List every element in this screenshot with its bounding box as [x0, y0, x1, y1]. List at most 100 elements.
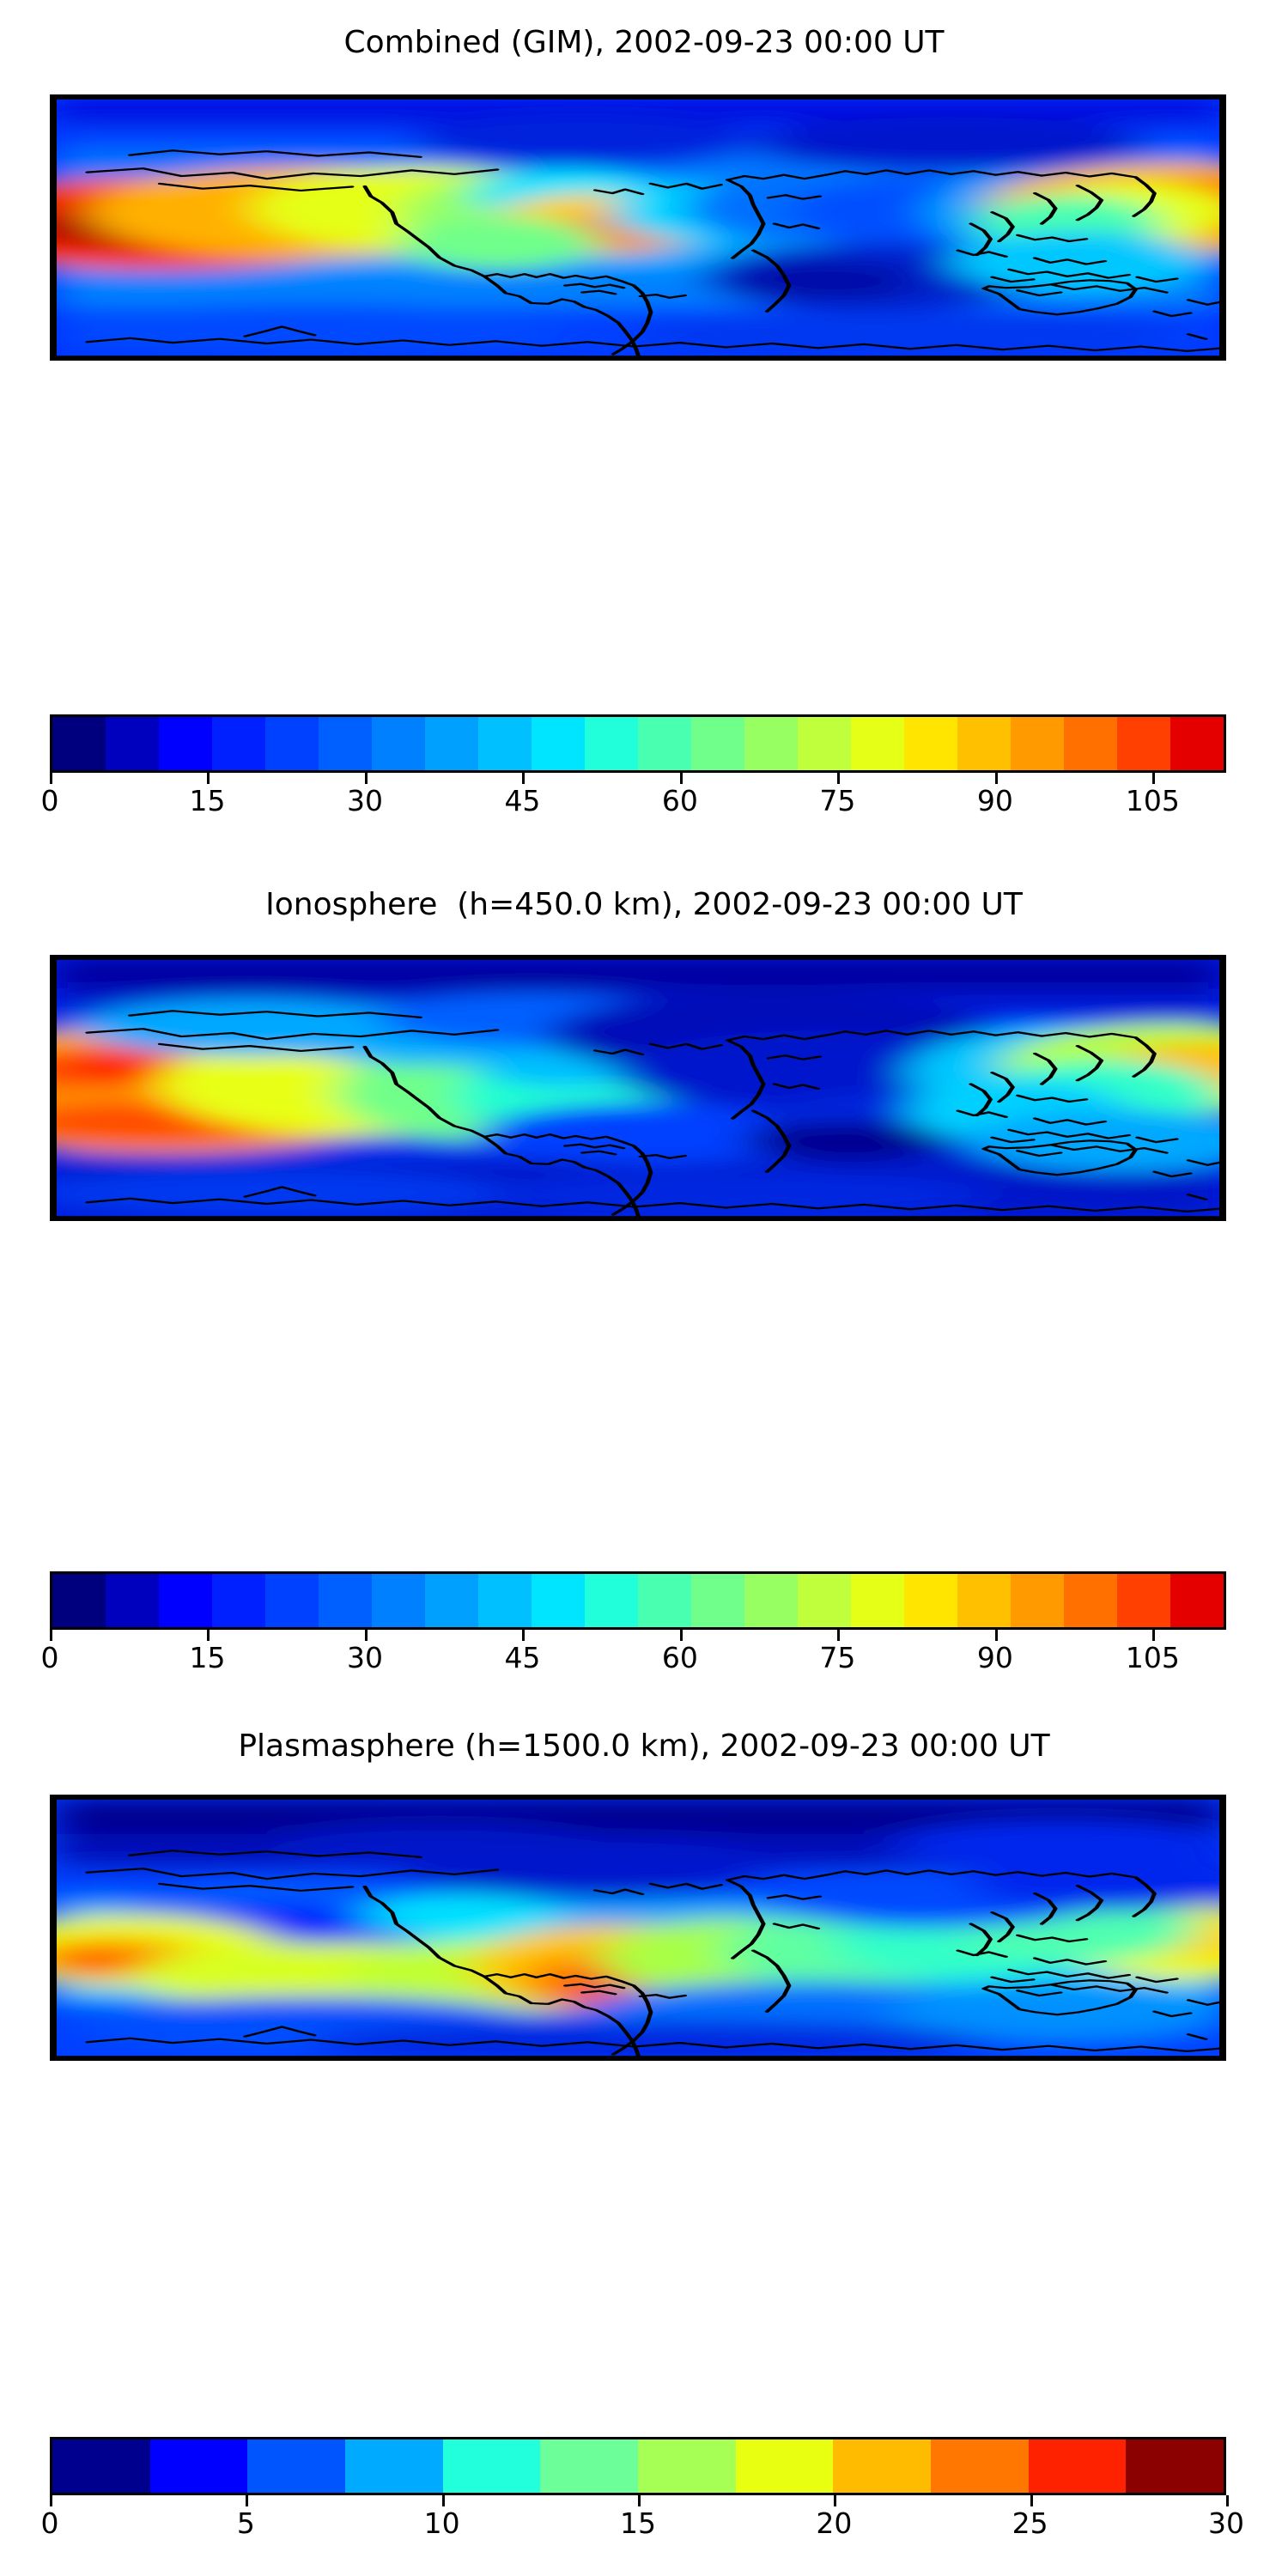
colorbar-band-0 — [52, 1574, 106, 1627]
colorbar-ionosphere-gradient — [50, 1571, 1226, 1630]
map-ionosphere — [50, 955, 1226, 1221]
colorbar-combined: 0 15 30 45 60 75 90 105 — [41, 714, 1226, 823]
colorbar-tick-mark — [50, 1630, 52, 1641]
colorbar-combined-ticks: 0 15 30 45 60 75 90 105 — [41, 773, 1226, 823]
colorbar-tick-label: 30 — [346, 1641, 383, 1674]
colorbar-tick-label: 10 — [423, 2506, 460, 2540]
colorbar-tick-mark — [207, 773, 210, 784]
colorbar-band-7 — [425, 717, 478, 770]
colorbar-band-1 — [149, 2439, 248, 2493]
colorbar-band-2 — [159, 1574, 212, 1627]
colorbar-band-3 — [212, 1574, 265, 1627]
colorbar-band-11 — [638, 1574, 691, 1627]
colorbar-band-15 — [851, 717, 904, 770]
colorbar-plasmasphere-gradient — [50, 2437, 1226, 2495]
colorbar-band-13 — [744, 1574, 798, 1627]
colorbar-tick-label: 75 — [819, 1641, 856, 1674]
colorbar-band-10 — [585, 1574, 638, 1627]
colorbar-band-3 — [345, 2439, 443, 2493]
map-combined-canvas — [53, 98, 1223, 357]
panel-combined: Combined (GIM), 2002-09-23 00:00 UT — [0, 24, 1288, 62]
colorbar-plasmasphere: 0 5 10 15 20 25 30 — [41, 2437, 1244, 2545]
colorbar-band-7 — [425, 1574, 478, 1627]
colorbar-ionosphere: 0 15 30 45 60 75 90 105 — [41, 1571, 1226, 1680]
colorbar-tick-mark — [679, 1630, 683, 1641]
panel-ionosphere: Ionosphere (h=450.0 km), 2002-09-23 00:0… — [0, 886, 1288, 924]
colorbar-band-17 — [957, 1574, 1011, 1627]
colorbar-band-13 — [744, 717, 798, 770]
colorbar-tick-mark — [441, 2495, 445, 2506]
colorbar-tick-label: 25 — [1012, 2506, 1048, 2540]
colorbar-tick-mark — [1152, 773, 1156, 784]
colorbar-tick-mark — [364, 773, 368, 784]
colorbar-band-4 — [265, 717, 319, 770]
colorbar-tick-mark — [834, 2495, 837, 2506]
colorbar-tick-mark — [1030, 2495, 1033, 2506]
colorbar-tick-mark — [1152, 1630, 1156, 1641]
colorbar-tick-label: 0 — [40, 784, 59, 817]
colorbar-band-19 — [1064, 717, 1117, 770]
colorbar-band-9 — [931, 2439, 1029, 2493]
colorbar-band-20 — [1117, 1574, 1170, 1627]
colorbar-tick-label: 0 — [40, 2506, 59, 2540]
colorbar-tick-mark — [994, 1630, 998, 1641]
colorbar-band-12 — [691, 717, 744, 770]
colorbar-band-4 — [265, 1574, 319, 1627]
colorbar-band-9 — [532, 717, 585, 770]
colorbar-tick-label: 90 — [976, 1641, 1013, 1674]
colorbar-band-5 — [319, 1574, 372, 1627]
colorbar-band-17 — [957, 717, 1011, 770]
colorbar-band-11 — [638, 717, 691, 770]
colorbar-tick-label: 60 — [661, 784, 698, 817]
colorbar-tick-mark — [364, 1630, 368, 1641]
colorbar-band-8 — [833, 2439, 932, 2493]
colorbar-band-12 — [691, 1574, 744, 1627]
colorbar-tick-mark — [522, 1630, 526, 1641]
colorbar-tick-mark — [994, 773, 998, 784]
colorbar-band-21 — [1170, 717, 1224, 770]
colorbar-band-8 — [478, 717, 532, 770]
colorbar-tick-label: 15 — [620, 2506, 656, 2540]
colorbar-band-21 — [1170, 1574, 1224, 1627]
colorbar-tick-mark — [207, 1630, 210, 1641]
colorbar-tick-mark — [679, 773, 683, 784]
colorbar-band-20 — [1117, 717, 1170, 770]
map-plasmasphere-canvas — [53, 1798, 1223, 2057]
colorbar-band-4 — [442, 2439, 541, 2493]
colorbar-tick-label: 0 — [40, 1641, 59, 1674]
colorbar-tick-mark — [837, 1630, 841, 1641]
map-ionosphere-canvas — [53, 958, 1223, 1218]
colorbar-ionosphere-ticks: 0 15 30 45 60 75 90 105 — [41, 1630, 1226, 1680]
colorbar-band-1 — [106, 1574, 159, 1627]
colorbar-tick-label: 90 — [976, 784, 1013, 817]
colorbar-tick-mark — [837, 773, 841, 784]
colorbar-tick-label: 45 — [504, 784, 541, 817]
colorbar-tick-label: 5 — [236, 2506, 255, 2540]
colorbar-tick-label: 30 — [346, 784, 383, 817]
colorbar-band-10 — [585, 717, 638, 770]
colorbar-band-19 — [1064, 1574, 1117, 1627]
colorbar-tick-mark — [50, 773, 52, 784]
colorbar-tick-label: 20 — [816, 2506, 853, 2540]
colorbar-band-0 — [52, 717, 106, 770]
colorbar-band-6 — [372, 717, 425, 770]
colorbar-tick-label: 105 — [1125, 1641, 1180, 1674]
colorbar-band-10 — [1028, 2439, 1127, 2493]
colorbar-tick-label: 30 — [1208, 2506, 1244, 2540]
colorbar-band-14 — [798, 1574, 851, 1627]
colorbar-tick-mark — [522, 773, 526, 784]
colorbar-tick-label: 75 — [819, 784, 856, 817]
colorbar-band-16 — [904, 1574, 957, 1627]
colorbar-band-16 — [904, 717, 957, 770]
colorbar-tick-label: 105 — [1125, 784, 1180, 817]
colorbar-plasmasphere-ticks: 0 5 10 15 20 25 30 — [41, 2495, 1244, 2545]
colorbar-band-18 — [1011, 717, 1064, 770]
colorbar-tick-label: 45 — [504, 1641, 541, 1674]
colorbar-band-7 — [735, 2439, 834, 2493]
colorbar-tick-mark — [638, 2495, 641, 2506]
colorbar-band-3 — [212, 717, 265, 770]
colorbar-band-11 — [1126, 2439, 1224, 2493]
colorbar-band-8 — [478, 1574, 532, 1627]
colorbar-tick-label: 15 — [189, 784, 226, 817]
